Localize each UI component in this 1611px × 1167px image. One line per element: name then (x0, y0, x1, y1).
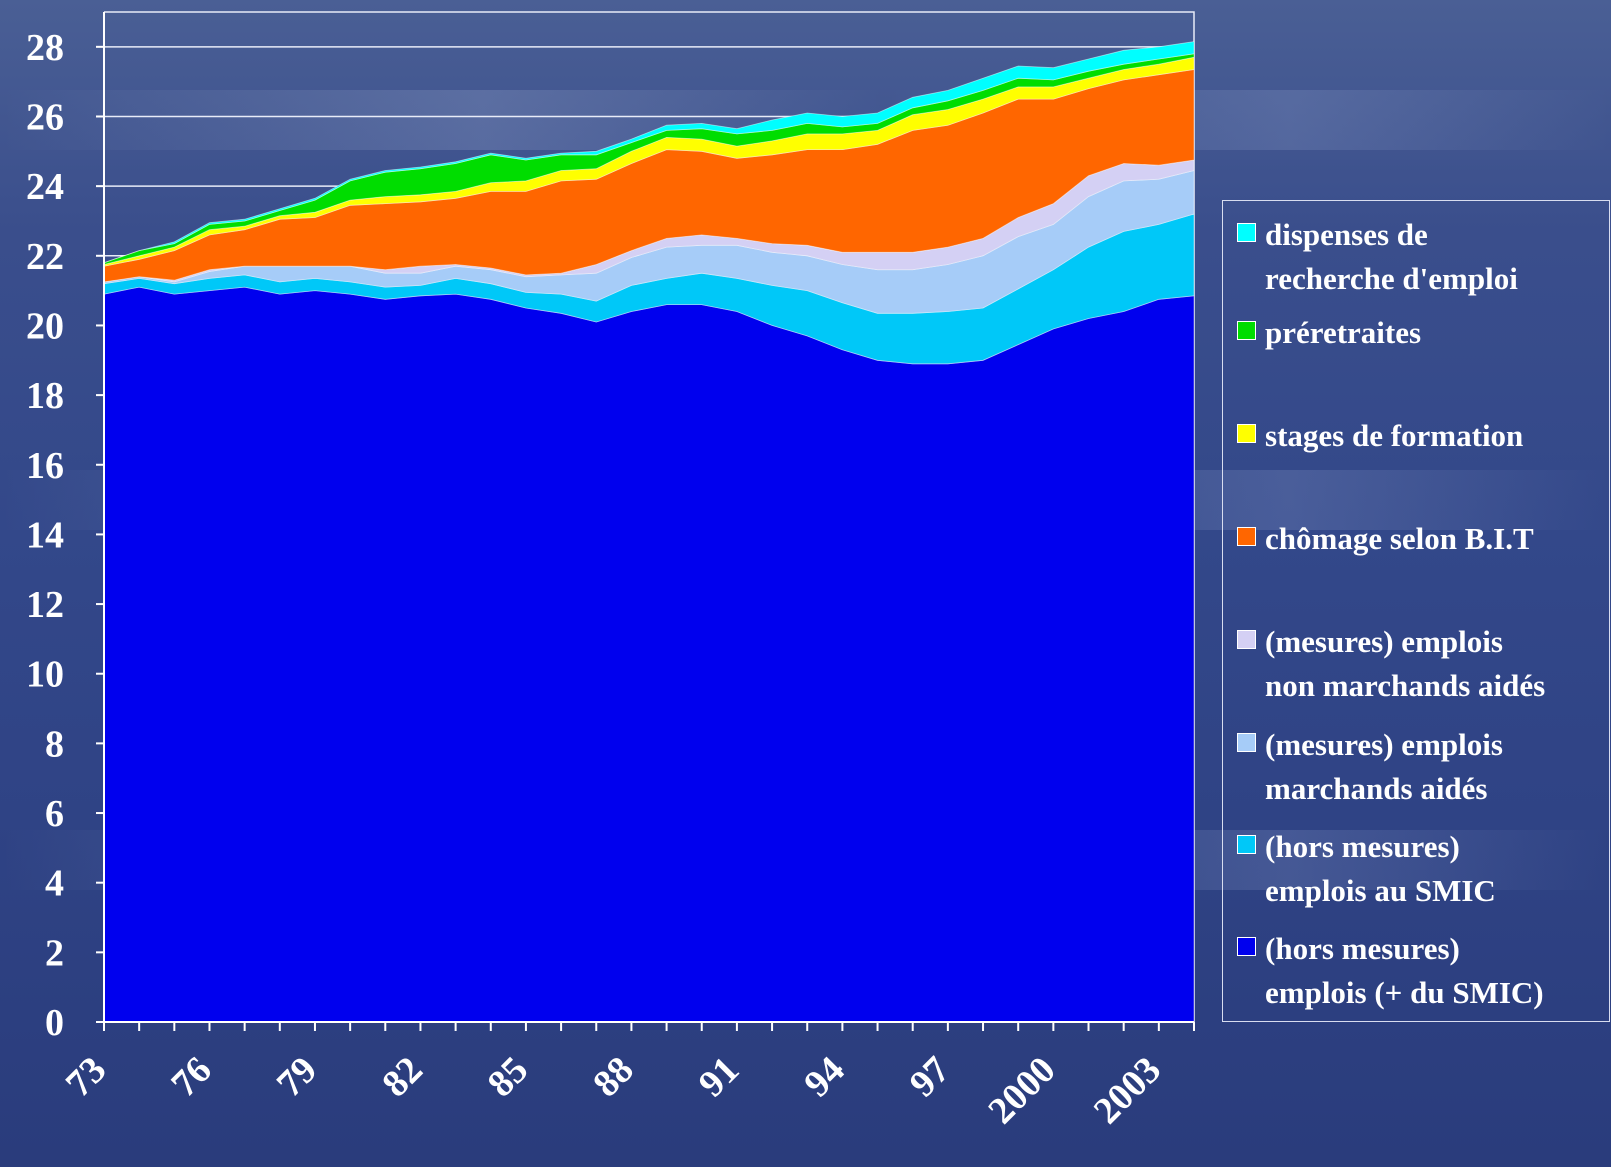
x-tick-label: 97 (902, 1049, 959, 1106)
legend-swatch-cyan (1237, 223, 1256, 242)
legend-swatch-orange (1237, 527, 1256, 546)
legend-item-plus-smic: (hors mesures) emplois (+ du SMIC) (1237, 927, 1544, 1015)
legend-item-preretraites: préretraites (1237, 311, 1421, 355)
legend-item-smic: (hors mesures) emplois au SMIC (1237, 825, 1496, 913)
legend-label: stages de formation (1265, 418, 1524, 453)
x-tick-label: 73 (58, 1049, 115, 1106)
x-tick-label: 76 (163, 1049, 220, 1106)
y-tick-label: 6 (45, 793, 64, 835)
legend: dispenses de recherche d'emploi préretra… (1222, 200, 1610, 1022)
legend-label: préretraites (1265, 315, 1422, 350)
y-tick-label: 0 (45, 1002, 64, 1044)
legend-label: dispenses de recherche d'emploi (1265, 217, 1518, 296)
legend-swatch-lightblue (1237, 733, 1256, 752)
x-tick-label: 91 (691, 1049, 748, 1106)
x-tick-label: 82 (374, 1049, 431, 1106)
axes (96, 12, 1195, 1031)
y-tick-label: 28 (26, 27, 64, 69)
y-tick-label: 22 (26, 236, 64, 278)
legend-label: (hors mesures) emplois au SMIC (1265, 829, 1496, 908)
legend-swatch-blue (1237, 937, 1256, 956)
y-tick-label: 2 (45, 932, 64, 974)
legend-swatch-green (1237, 321, 1256, 340)
legend-label: (mesures) emplois non marchands aidés (1265, 624, 1546, 703)
y-tick-label: 14 (26, 514, 64, 556)
x-tick-label: 79 (269, 1049, 326, 1106)
y-tick-label: 10 (26, 654, 64, 696)
x-tick-labels: 73 76 79 82 85 88 91 94 97 2000 2003 (58, 1049, 1169, 1132)
legend-item-non-marchands: (mesures) emplois non marchands aidés (1237, 620, 1545, 708)
legend-label: chômage selon B.I.T (1265, 521, 1534, 556)
legend-item-dispenses: dispenses de recherche d'emploi (1237, 213, 1518, 301)
series-area (103, 41, 1195, 264)
x-tick-label: 85 (480, 1049, 537, 1106)
x-tick-label: 2003 (1086, 1049, 1169, 1132)
x-tick-label: 88 (585, 1049, 642, 1106)
y-tick-label: 18 (26, 375, 64, 417)
legend-item-marchands: (mesures) emplois marchands aidés (1237, 723, 1503, 811)
y-tick-label: 20 (26, 305, 64, 347)
legend-swatch-skyblue (1237, 835, 1256, 854)
y-tick-label: 4 (45, 863, 64, 905)
legend-swatch-yellow (1237, 424, 1256, 443)
y-tick-label: 12 (26, 584, 64, 626)
legend-item-chomage: chômage selon B.I.T (1237, 517, 1534, 561)
x-tick-label: 94 (796, 1049, 853, 1106)
y-tick-label: 26 (26, 96, 64, 138)
legend-swatch-lavender (1237, 630, 1256, 649)
series-area (103, 286, 1195, 1023)
legend-label: (hors mesures) emplois (+ du SMIC) (1265, 931, 1544, 1010)
legend-item-stages: stages de formation (1237, 414, 1523, 458)
legend-label: (mesures) emplois marchands aidés (1265, 727, 1503, 806)
series-areas (103, 41, 1195, 1023)
y-tick-label: 8 (45, 723, 64, 765)
x-tick-label: 2000 (980, 1049, 1063, 1132)
y-tick-label: 24 (26, 166, 64, 208)
y-tick-label: 16 (26, 445, 64, 487)
